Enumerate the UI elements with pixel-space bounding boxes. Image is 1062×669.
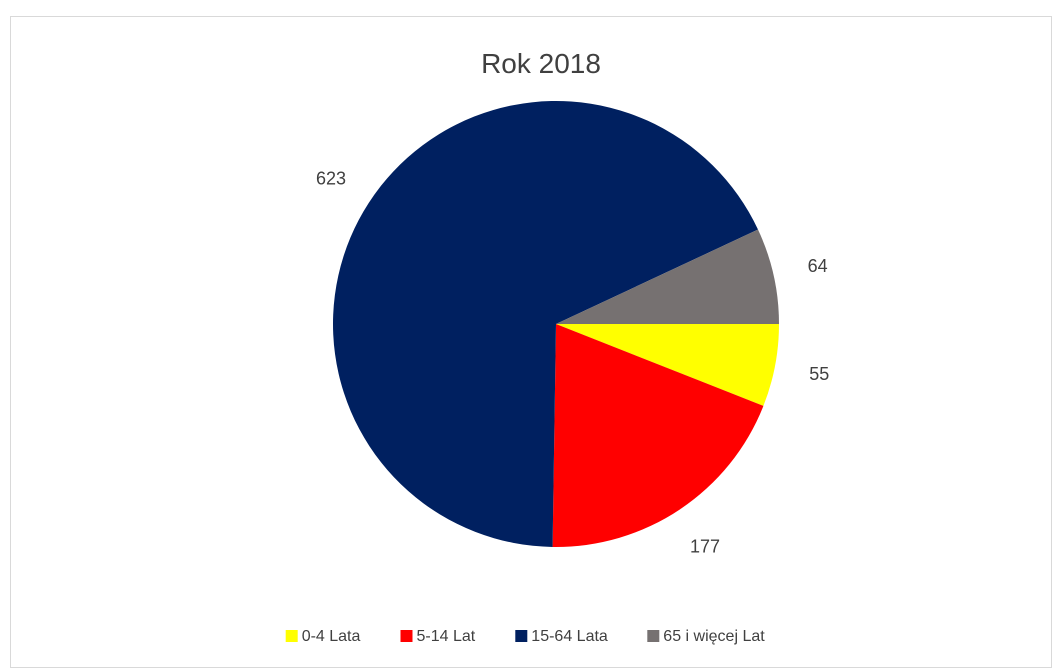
legend-label-2: 5-14 Lat	[417, 628, 476, 645]
legend-label-3: 15-64 Lata	[531, 628, 608, 645]
legend-swatch-1	[285, 630, 298, 642]
pie-slice-4	[556, 229, 779, 324]
legend-swatch-4	[647, 630, 660, 642]
data-label-4: 64	[808, 256, 828, 276]
legend: 0-4 Lata 5-14 Lat 15-64 Lata 65 i więcej La…	[285, 628, 765, 645]
data-label-3: 623	[316, 168, 346, 188]
chart-title: Rok 2018	[481, 48, 601, 79]
legend-swatch-3	[515, 630, 528, 642]
data-label-2: 177	[690, 537, 720, 557]
legend-swatch-2	[400, 630, 413, 642]
legend-label-4: 65 i więcej Lat	[663, 628, 765, 645]
legend-item-2: 5-14 Lat	[400, 628, 476, 645]
pie-slice-1	[556, 324, 780, 406]
data-labels: 55 177 623 64	[316, 168, 829, 556]
legend-item-4: 65 i więcej Lat	[647, 628, 765, 645]
pie-slices	[332, 100, 780, 547]
pie-slice-3	[332, 100, 758, 547]
legend-label-1: 0-4 Lata	[302, 628, 361, 645]
legend-item-3: 15-64 Lata	[515, 628, 608, 645]
legend-item-1: 0-4 Lata	[285, 628, 361, 645]
data-label-1: 55	[809, 364, 829, 384]
pie-slice-2	[552, 324, 764, 547]
